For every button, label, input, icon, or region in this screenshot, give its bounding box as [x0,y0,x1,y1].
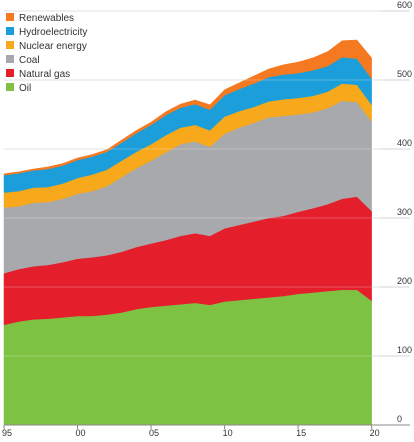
legend-label: Nuclear energy [19,41,87,52]
legend-label: Hydroelectricity [19,27,87,38]
x-tick-label: 20 [370,428,380,438]
x-tick-label: 05 [149,428,159,438]
legend-swatch [6,41,14,49]
gridline-overlay [4,10,379,357]
legend-item-hydroelectricity: Hydroelectricity [6,27,87,38]
legend-label: Renewables [19,13,74,24]
area-renewables [3,39,372,176]
legend-item-oil: Oil [6,83,31,94]
legend-swatch [6,69,14,77]
x-tick-label: 15 [296,428,306,438]
y-tick-label: 500 [397,69,412,79]
y-tick-label: 200 [397,276,412,286]
legend-label: Natural gas [19,69,70,80]
legend-label: Coal [19,55,40,66]
x-tick-label: 00 [76,428,86,438]
legend-swatch [6,27,14,35]
legend-item-coal: Coal [6,55,40,66]
y-tick-label: 300 [397,207,412,217]
y-tick-label: 400 [397,138,412,148]
x-tick-label: 10 [223,428,233,438]
legend-label: Oil [19,83,31,94]
y-tick-label: 600 [397,0,412,10]
legend-item-renewables: Renewables [6,13,74,24]
area-layer [3,39,372,426]
x-tick-label: 95 [2,428,12,438]
legend-item-nuclear-energy: Nuclear energy [6,41,87,52]
legend-swatch [6,83,14,91]
legend-item-natural-gas: Natural gas [6,69,70,80]
y-tick-label: 0 [397,414,402,424]
legend-swatch [6,13,14,21]
legend-swatch [6,55,14,63]
legend: Renewables Hydroelectricity Nuclear energy… [6,13,87,94]
y-tick-label: 100 [397,345,412,355]
